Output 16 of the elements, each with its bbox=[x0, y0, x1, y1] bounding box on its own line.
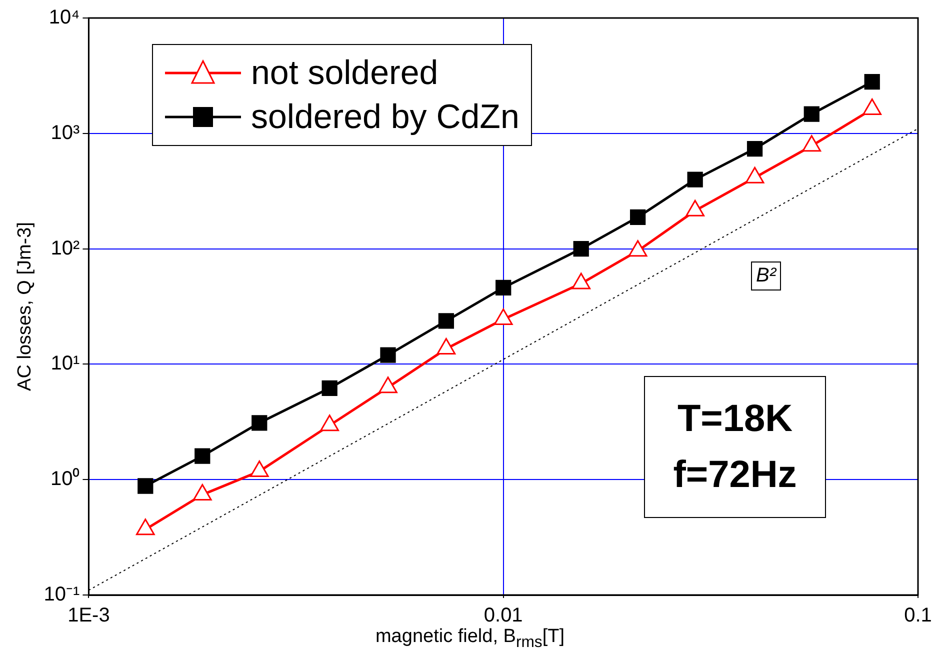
annotation: B² bbox=[751, 262, 782, 291]
x-tick-label: 1E-3 bbox=[68, 604, 110, 627]
y-tick-label: 10¹ bbox=[50, 352, 80, 375]
y-tick-label: 10⁰ bbox=[50, 467, 80, 490]
y-tick-label: 10⁴ bbox=[48, 6, 80, 29]
legend-label: soldered by CdZn bbox=[251, 97, 520, 138]
x-tick-label: 0.01 bbox=[484, 604, 523, 627]
x-tick-label: 0.1 bbox=[904, 604, 932, 627]
y-tick-label: 10³ bbox=[50, 122, 80, 144]
y-tick-label: 10⁻¹ bbox=[44, 584, 80, 606]
legend-label: not soldered bbox=[251, 53, 438, 94]
y-axis-title: AC losses, Q [Jm-3] bbox=[14, 222, 36, 391]
y-tick-label: 10² bbox=[50, 237, 80, 260]
x-axis-title: magnetic field, B$_{rms}$[T] bbox=[374, 626, 566, 652]
annotation: f=72Hz bbox=[673, 454, 797, 496]
annotation: T=18K bbox=[677, 398, 793, 440]
